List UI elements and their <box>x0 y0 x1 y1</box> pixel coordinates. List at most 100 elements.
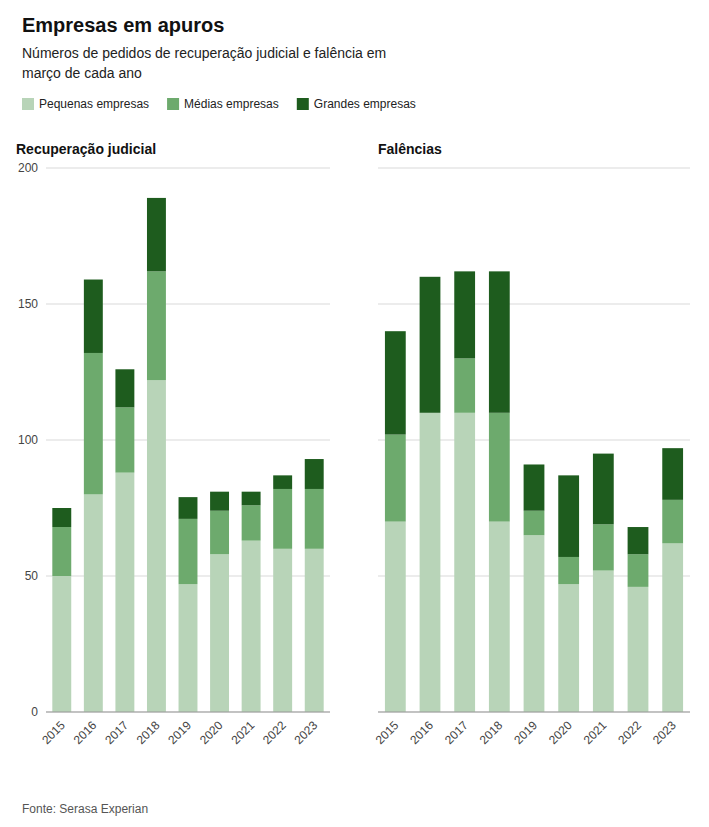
title: Empresas em apuros <box>22 14 224 36</box>
bar-segment <box>179 584 198 712</box>
bar-segment <box>305 549 324 712</box>
x-tick-label: 2021 <box>581 718 610 747</box>
bar-segment <box>385 435 406 522</box>
bars <box>52 198 323 712</box>
x-tick-label: 2017 <box>442 718 471 747</box>
bar-segment <box>628 587 649 712</box>
bar-segment <box>52 508 71 527</box>
bar-segment <box>420 413 441 712</box>
bar-segment <box>273 489 292 549</box>
legend: Pequenas empresas Médias empresas Grandes … <box>22 97 416 111</box>
bar-segment <box>454 413 475 712</box>
bar-segment <box>210 511 229 555</box>
bar-segment <box>489 413 510 522</box>
bar-segment <box>489 271 510 412</box>
bar-segment <box>385 331 406 434</box>
bar-segment <box>524 511 545 535</box>
bar-segment <box>147 198 166 271</box>
bar-segment <box>147 380 166 712</box>
source-note: Fonte: Serasa Experian <box>22 802 148 816</box>
bar-segment <box>524 464 545 510</box>
legend-label: Pequenas empresas <box>39 97 149 111</box>
subtitle: Números de pedidos de recuperação judici… <box>22 45 386 81</box>
subtitle-line: Números de pedidos de recuperação judici… <box>22 45 386 61</box>
bar-segment <box>662 500 683 544</box>
bar-segment <box>593 571 614 712</box>
x-tick-label: 2023 <box>292 718 321 747</box>
bars <box>385 271 683 712</box>
bar-segment <box>210 554 229 712</box>
x-tick-label: 2020 <box>197 718 226 747</box>
grid-line <box>378 168 690 169</box>
bar-segment <box>420 277 441 413</box>
bar-segment <box>489 522 510 712</box>
grid-line <box>46 168 330 169</box>
x-tick-label: 2023 <box>650 718 679 747</box>
x-tick-label: 2022 <box>615 718 644 747</box>
x-tick-label: 2020 <box>546 718 575 747</box>
bar-segment <box>273 549 292 712</box>
y-tick-label: 150 <box>18 297 38 311</box>
x-tick-label: 2017 <box>102 718 131 747</box>
panel: Recuperação judicial 0 50 100 150 200 20152016… <box>16 141 330 747</box>
bar-segment <box>628 527 649 554</box>
x-tick-label: 2021 <box>228 718 257 747</box>
bar-segment <box>115 369 134 407</box>
y-tick-label: 100 <box>18 433 38 447</box>
bar-segment <box>273 475 292 489</box>
y-tick-label: 0 <box>31 705 38 719</box>
bar-segment <box>662 543 683 712</box>
legend-swatch <box>297 98 309 110</box>
bar-segment <box>52 527 71 576</box>
x-tick-label: 2018 <box>134 718 163 747</box>
x-axis-line <box>46 712 330 713</box>
x-axis-line <box>378 712 690 713</box>
bar-segment <box>305 459 324 489</box>
legend-swatch <box>167 98 179 110</box>
bar-segment <box>147 271 166 380</box>
bar-segment <box>242 505 261 540</box>
bar-segment <box>524 535 545 712</box>
bar-segment <box>385 522 406 712</box>
x-tick-label: 2018 <box>477 718 506 747</box>
bar-segment <box>179 497 198 519</box>
bar-segment <box>84 353 103 494</box>
panel-title: Falências <box>378 141 442 157</box>
x-tick-label: 2019 <box>165 718 194 747</box>
y-tick-label: 200 <box>18 161 38 175</box>
bar-segment <box>242 492 261 506</box>
grid-line <box>46 712 330 713</box>
legend-label: Médias empresas <box>184 97 279 111</box>
bar-segment <box>593 454 614 525</box>
legend-label: Grandes empresas <box>314 97 416 111</box>
bar-segment <box>84 494 103 712</box>
x-tick-label: 2016 <box>407 718 436 747</box>
bar-segment <box>558 584 579 712</box>
bar-segment <box>593 524 614 570</box>
bar-segment <box>115 473 134 712</box>
bar-segment <box>84 280 103 353</box>
bar-segment <box>179 519 198 584</box>
bar-segment <box>558 475 579 557</box>
bar-segment <box>454 358 475 412</box>
x-tick-label: 2016 <box>71 718 100 747</box>
x-tick-label: 2015 <box>39 718 68 747</box>
bar-segment <box>305 489 324 549</box>
x-tick-label: 2022 <box>260 718 289 747</box>
bar-segment <box>115 407 134 472</box>
legend-swatch <box>22 98 34 110</box>
grid-line <box>378 712 690 713</box>
x-tick-label: 2015 <box>373 718 402 747</box>
bar-segment <box>558 557 579 584</box>
bar-segment <box>52 576 71 712</box>
bar-segment <box>454 271 475 358</box>
chart: Empresas em apuros Números de pedidos de … <box>0 0 709 827</box>
panel: Falências2015201620172018201920202021202… <box>373 141 690 747</box>
bar-segment <box>242 541 261 712</box>
x-tick-label: 2019 <box>511 718 540 747</box>
bar-segment <box>662 448 683 500</box>
panel-title: Recuperação judicial <box>16 141 156 157</box>
bar-segment <box>628 554 649 587</box>
subtitle-line: março de cada ano <box>22 65 142 81</box>
y-tick-label: 50 <box>25 569 39 583</box>
